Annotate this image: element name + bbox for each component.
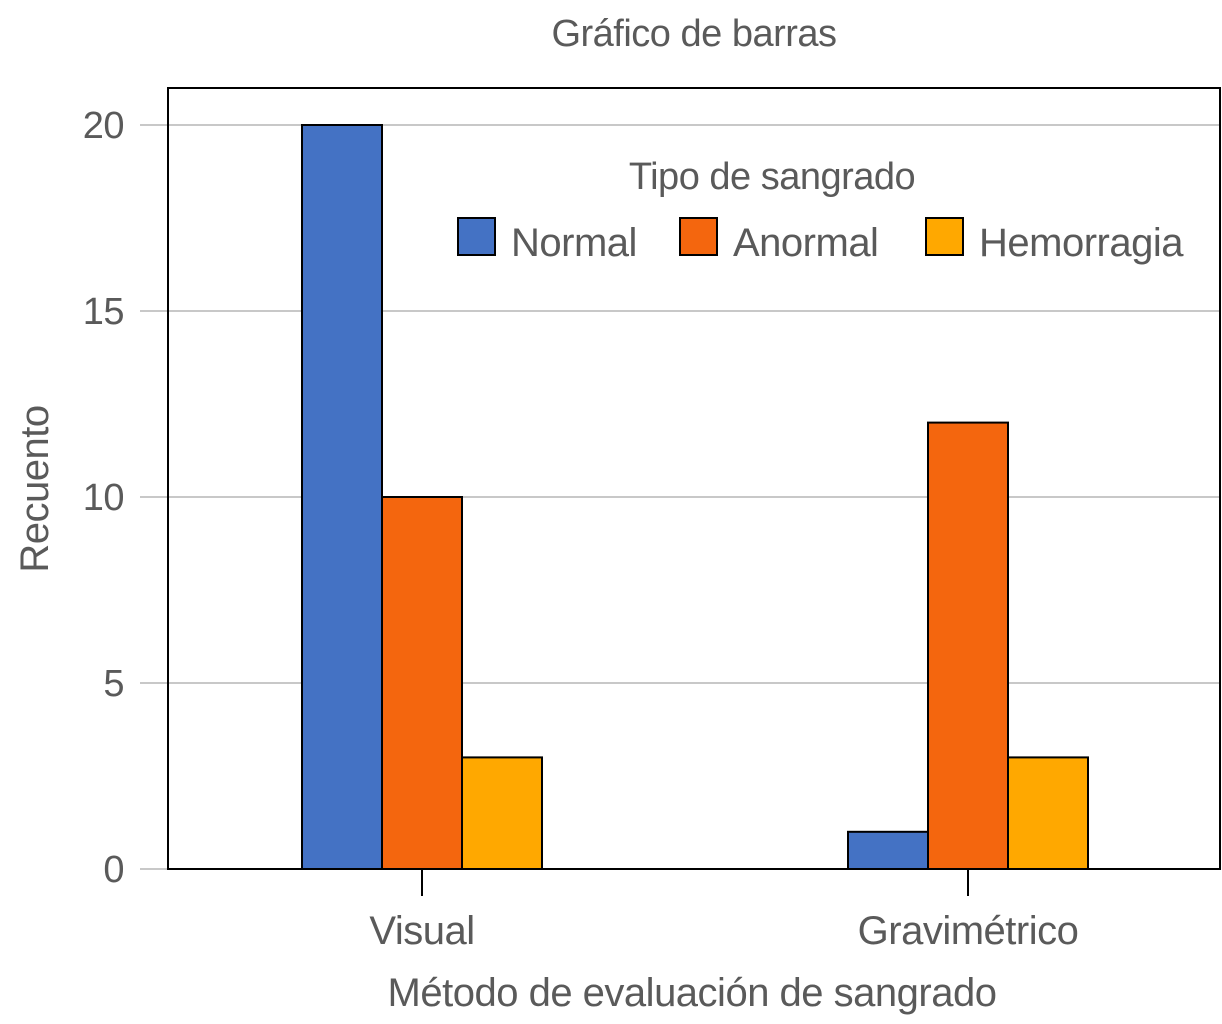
x-tick-label: Visual bbox=[369, 909, 474, 953]
bar-anormal-0 bbox=[381, 496, 463, 870]
bar-normal-0 bbox=[301, 124, 383, 870]
legend-label-normal: Normal bbox=[511, 221, 637, 265]
y-axis-ticks: 0 5 10 15 20 bbox=[83, 105, 125, 891]
legend: Tipo de sangrado Normal Anormal Hemorragia bbox=[457, 156, 1185, 265]
x-tick-label: Gravimétrico bbox=[858, 909, 1079, 953]
bar-hemorragia-0 bbox=[461, 756, 543, 871]
legend-swatch-anormal bbox=[679, 217, 718, 256]
legend-label-anormal: Anormal bbox=[733, 221, 878, 265]
x-axis-ticks: Visual Gravimétrico bbox=[369, 869, 1079, 953]
bar-hemorragia-1 bbox=[1007, 756, 1089, 871]
legend-title: Tipo de sangrado bbox=[629, 156, 915, 198]
y-tick-label: 20 bbox=[83, 105, 124, 147]
legend-swatch-hemorragia bbox=[925, 217, 964, 256]
y-tick-label: 10 bbox=[83, 477, 124, 519]
legend-label-hemorragia: Hemorragia bbox=[979, 221, 1184, 265]
chart-title: Gráfico de barras bbox=[551, 13, 836, 55]
y-axis-label: Recuento bbox=[13, 405, 57, 572]
bars bbox=[301, 124, 1089, 871]
plot-frame bbox=[167, 87, 1221, 870]
y-tick-label: 5 bbox=[103, 663, 124, 705]
y-tick-label: 15 bbox=[83, 291, 124, 333]
bar-anormal-1 bbox=[927, 421, 1009, 870]
legend-swatch-normal bbox=[457, 217, 496, 256]
x-axis-label: Método de evaluación de sangrado bbox=[388, 971, 997, 1015]
y-tick-label: 0 bbox=[103, 849, 124, 891]
bar-normal-1 bbox=[847, 830, 929, 870]
